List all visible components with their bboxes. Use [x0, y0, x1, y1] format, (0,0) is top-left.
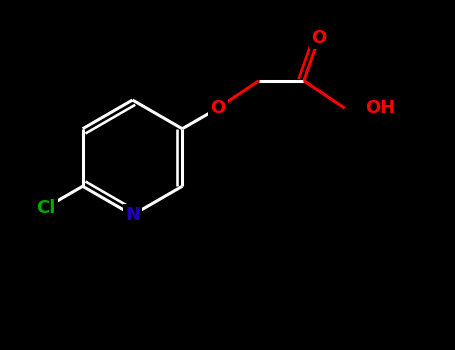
- Text: Cl: Cl: [36, 198, 56, 217]
- Text: O: O: [210, 99, 225, 117]
- Text: OH: OH: [365, 99, 395, 117]
- Text: N: N: [125, 206, 140, 224]
- Text: O: O: [311, 29, 326, 47]
